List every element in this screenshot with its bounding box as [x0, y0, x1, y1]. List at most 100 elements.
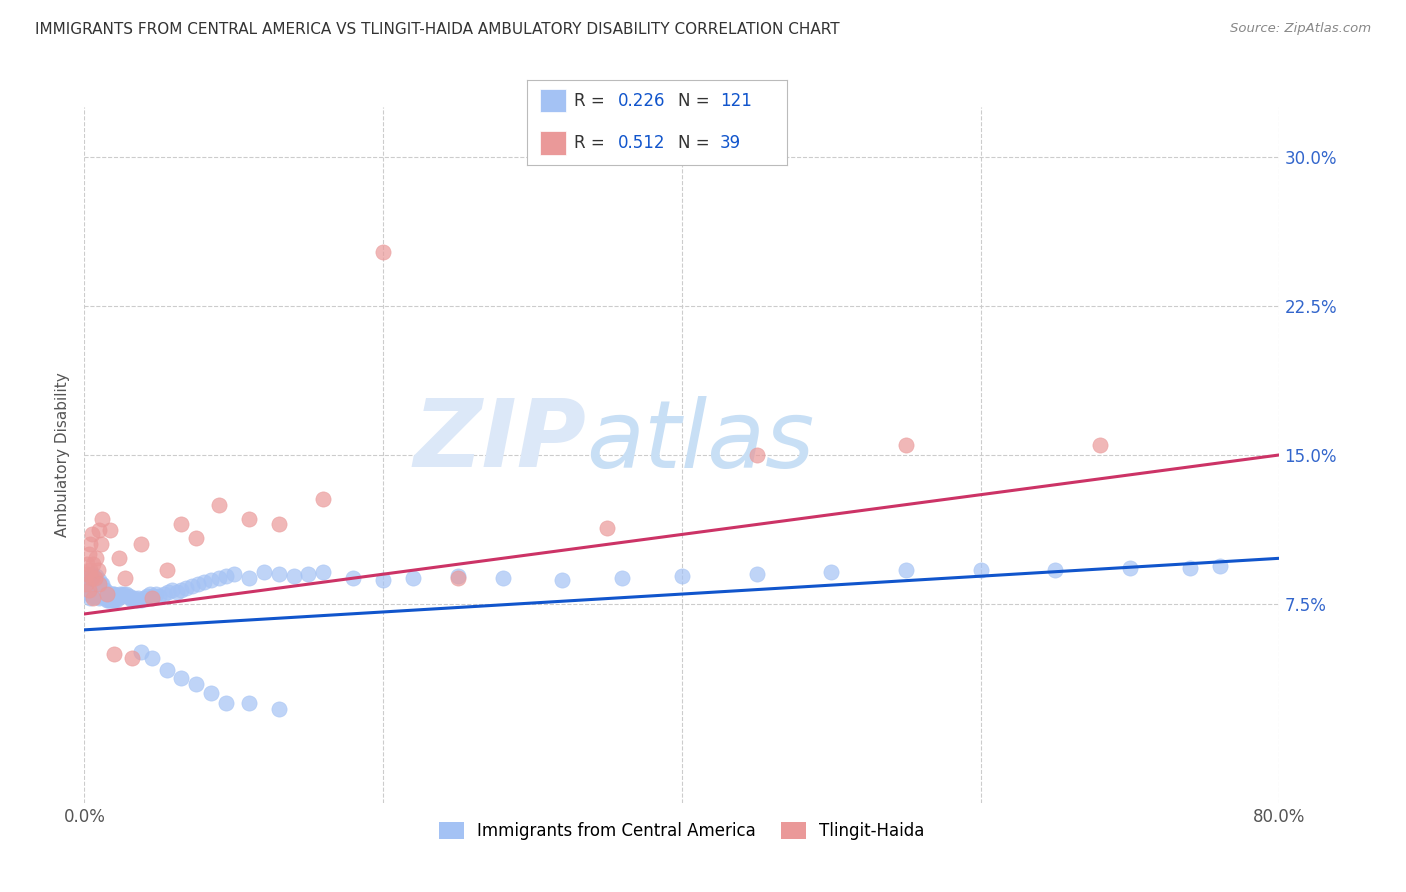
- Point: [80, 567, 103, 582]
- Point: [141, 650, 163, 665]
- Point: [1178, 561, 1201, 575]
- Y-axis label: Ambulatory Disability: Ambulatory Disability: [55, 373, 70, 537]
- Point: [97, 587, 120, 601]
- Point: [89, 579, 111, 593]
- Point: [447, 569, 470, 583]
- Point: [100, 587, 122, 601]
- Point: [200, 686, 222, 700]
- Text: Source: ZipAtlas.com: Source: ZipAtlas.com: [1230, 22, 1371, 36]
- Point: [87, 589, 110, 603]
- Point: [86, 581, 108, 595]
- Point: [215, 697, 238, 711]
- Point: [107, 551, 129, 566]
- Point: [93, 583, 115, 598]
- Point: [215, 569, 238, 583]
- Point: [267, 702, 290, 716]
- Point: [90, 577, 112, 591]
- Point: [127, 591, 149, 605]
- Point: [91, 589, 114, 603]
- Point: [110, 587, 132, 601]
- Point: [83, 577, 105, 591]
- Point: [82, 587, 104, 601]
- Point: [79, 573, 101, 587]
- Point: [148, 589, 170, 603]
- Point: [200, 573, 222, 587]
- Text: R =: R =: [574, 134, 610, 152]
- Point: [1090, 438, 1112, 452]
- Point: [157, 585, 180, 599]
- Point: [283, 569, 305, 583]
- Text: ZIP: ZIP: [413, 395, 586, 487]
- Point: [129, 593, 152, 607]
- Point: [111, 589, 134, 603]
- Point: [193, 575, 215, 590]
- Text: 121: 121: [720, 92, 752, 110]
- Point: [166, 585, 188, 599]
- Point: [121, 593, 143, 607]
- Text: N =: N =: [678, 92, 716, 110]
- Point: [91, 577, 114, 591]
- Point: [186, 532, 208, 546]
- Bar: [540, 131, 567, 155]
- Point: [86, 587, 108, 601]
- Point: [107, 589, 129, 603]
- Point: [90, 537, 112, 551]
- Point: [86, 575, 108, 590]
- Point: [129, 537, 152, 551]
- Point: [1119, 561, 1142, 575]
- Point: [93, 589, 115, 603]
- Point: [253, 565, 276, 579]
- Point: [94, 583, 117, 598]
- Point: [492, 571, 515, 585]
- Point: [94, 589, 117, 603]
- Point: [98, 587, 121, 601]
- Point: [820, 565, 842, 579]
- Point: [89, 585, 111, 599]
- Point: [312, 565, 335, 579]
- Point: [238, 571, 260, 585]
- Point: [894, 438, 917, 452]
- Point: [77, 547, 100, 561]
- Point: [104, 593, 127, 607]
- Point: [79, 585, 101, 599]
- Point: [76, 558, 98, 572]
- Point: [79, 591, 101, 605]
- Point: [1045, 563, 1067, 577]
- Point: [122, 591, 145, 605]
- Point: [103, 593, 125, 607]
- Point: [125, 593, 148, 607]
- Text: 0.512: 0.512: [619, 134, 666, 152]
- Text: 39: 39: [720, 134, 741, 152]
- Point: [100, 593, 122, 607]
- Point: [238, 697, 260, 711]
- Point: [96, 587, 118, 601]
- Point: [373, 573, 395, 587]
- Point: [80, 583, 103, 598]
- Point: [170, 671, 193, 685]
- Point: [90, 589, 112, 603]
- Point: [114, 589, 136, 603]
- Point: [155, 663, 177, 677]
- Point: [970, 563, 993, 577]
- Point: [77, 587, 100, 601]
- Point: [145, 587, 167, 601]
- Point: [82, 575, 104, 590]
- Point: [120, 591, 142, 605]
- Point: [77, 583, 100, 598]
- Point: [83, 589, 105, 603]
- Point: [80, 571, 103, 585]
- Point: [91, 511, 114, 525]
- Point: [83, 571, 105, 585]
- Point: [76, 567, 98, 582]
- Point: [551, 573, 574, 587]
- Point: [75, 577, 97, 591]
- Point: [342, 571, 364, 585]
- Point: [114, 571, 136, 585]
- Point: [80, 589, 103, 603]
- Point: [101, 593, 124, 607]
- Point: [155, 563, 177, 577]
- Point: [612, 571, 634, 585]
- Point: [745, 567, 768, 582]
- Point: [101, 587, 124, 601]
- Point: [91, 583, 114, 598]
